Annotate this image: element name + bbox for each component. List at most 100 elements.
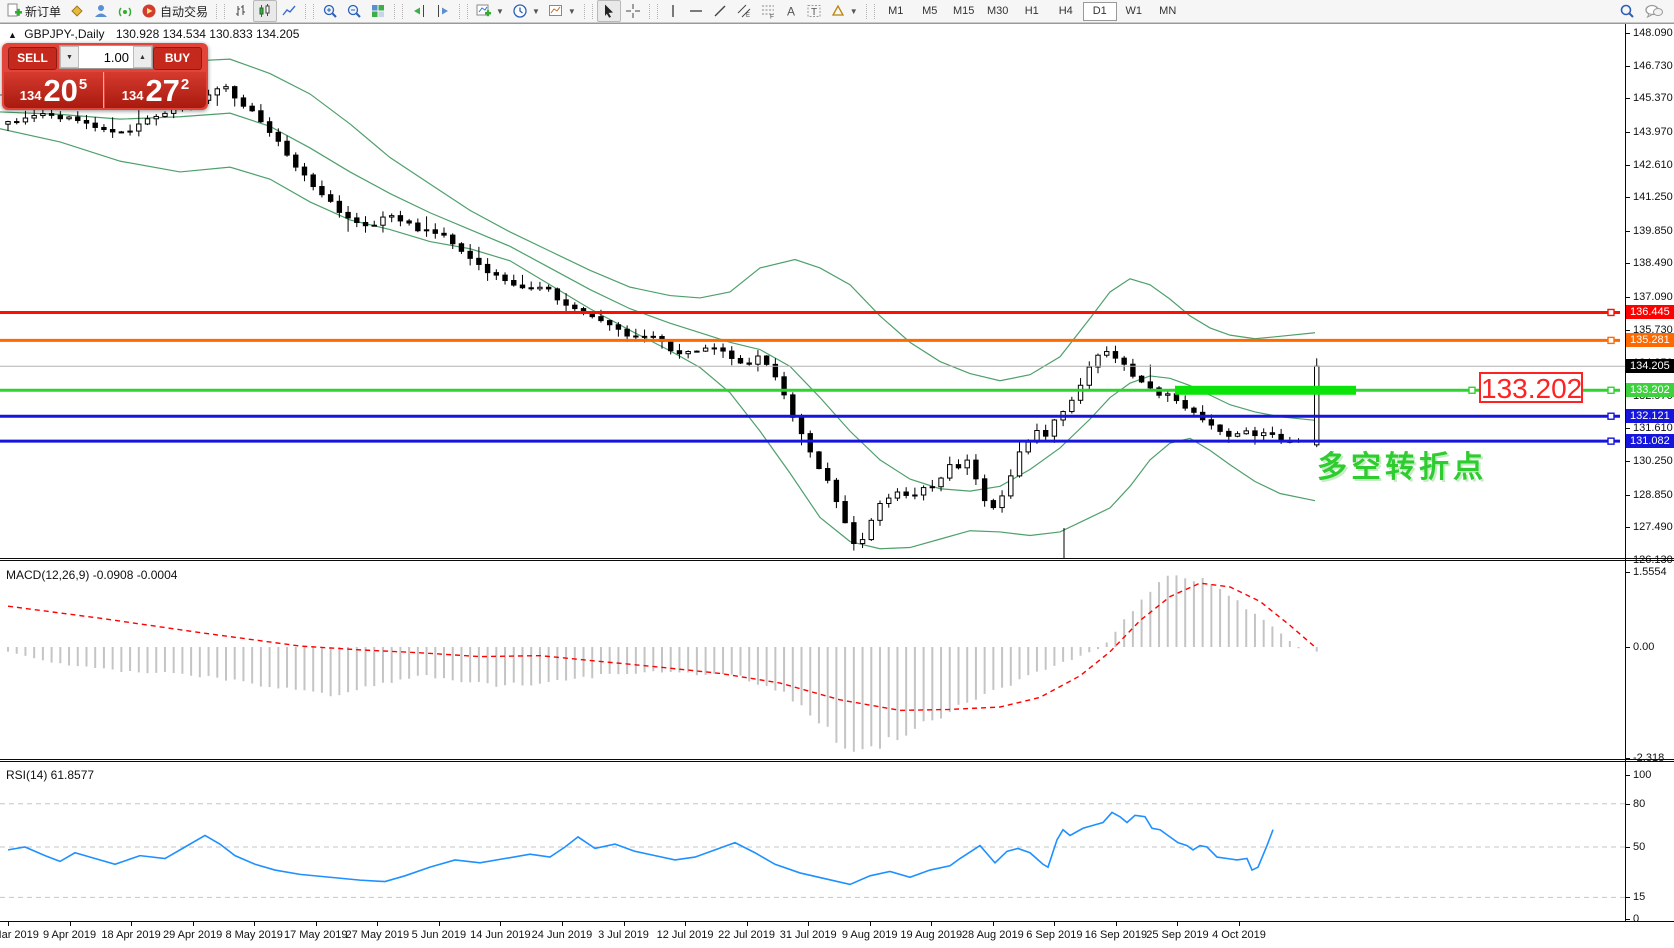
date-tick-mark (746, 922, 748, 926)
crosshair-button[interactable] (621, 0, 645, 22)
date-tick-label: 25 Sep 2019 (1146, 929, 1209, 941)
ask-pips: 27 (145, 73, 180, 108)
price-tick: 146.730 (1626, 59, 1674, 73)
macd-pane[interactable] (0, 562, 1626, 759)
date-tick-label: 6 Sep 2019 (1026, 929, 1083, 941)
timeframe-m5[interactable]: M5 (922, 5, 938, 17)
pane-separator[interactable] (0, 558, 1674, 561)
rsi-tick: 50 (1626, 840, 1674, 854)
rsi-tick: 100 (1626, 768, 1674, 782)
signals-button[interactable] (113, 0, 137, 22)
fibonacci-button[interactable]: F (756, 0, 780, 22)
line-chart-button[interactable] (277, 0, 301, 22)
buy-button[interactable]: BUY (153, 47, 202, 70)
bid-point: 5 (78, 76, 88, 93)
timeframe-d1[interactable]: D1 (1082, 1, 1117, 21)
timeframe-m15[interactable]: M15 (953, 5, 975, 17)
toolbar-grip (305, 3, 315, 19)
profile-icon (95, 5, 108, 17)
zoom-out-button[interactable] (342, 0, 366, 22)
search-button[interactable] (1614, 0, 1640, 22)
turning-point-note[interactable]: 多空转折点 (1317, 451, 1487, 484)
chart-border (0, 23, 1674, 24)
price-level-badge[interactable]: 133.202 (1626, 383, 1674, 398)
indicators-button[interactable]: ▼ (472, 0, 508, 22)
arrows-button[interactable]: ▼ (826, 0, 862, 22)
collapse-icon[interactable]: ▲ (8, 30, 17, 40)
text-label-button[interactable]: T (802, 0, 826, 22)
templates-button[interactable]: ▼ (544, 0, 580, 22)
zoom-in-button[interactable] (318, 0, 342, 22)
macd-tick: 1.5554 (1626, 565, 1674, 579)
ask-price-button[interactable]: 134 27 2 (105, 72, 206, 108)
horizontal-line-button[interactable] (684, 0, 708, 22)
line-endpoint-marker[interactable] (1607, 437, 1615, 445)
chart-shift-icon (414, 5, 425, 17)
pane-separator[interactable] (0, 759, 1674, 762)
candlestick-button[interactable] (253, 0, 278, 22)
price-tick: 127.490 (1626, 520, 1674, 534)
date-tick-mark (500, 922, 502, 926)
clock-icon (513, 4, 527, 18)
auto-scroll-button[interactable] (431, 0, 455, 22)
trendline-button[interactable] (708, 0, 732, 22)
line-chart-icon (282, 5, 296, 16)
price-tick: 126.130 (1626, 553, 1674, 567)
price-tick: 148.090 (1626, 26, 1674, 40)
text-button[interactable]: A (780, 0, 802, 22)
chat-button[interactable] (1640, 0, 1668, 22)
timeframe-w1[interactable]: W1 (1125, 5, 1142, 17)
periods-button[interactable]: ▼ (508, 0, 544, 22)
autotrading-button[interactable]: 自动交易 (137, 0, 212, 22)
price-level-badge[interactable]: 131.082 (1626, 434, 1674, 449)
toolbar-grip (459, 3, 469, 19)
rsi-pane[interactable] (0, 763, 1626, 921)
bid-price-button[interactable]: 134 20 5 (4, 72, 104, 108)
styler-button[interactable] (65, 0, 89, 22)
volume-input[interactable] (79, 46, 133, 68)
hline-highlight[interactable] (1175, 385, 1356, 395)
timeframe-mn[interactable]: MN (1159, 5, 1177, 17)
price-tick: 141.250 (1626, 190, 1674, 204)
bar-chart-button[interactable] (229, 0, 253, 22)
timeframe-m1[interactable]: M1 (888, 5, 904, 17)
timeframe-m30[interactable]: M30 (987, 5, 1009, 17)
date-tick-label: 31 Jul 2019 (779, 929, 837, 941)
date-tick-mark (685, 922, 687, 926)
main-chart-pane[interactable] (0, 24, 1626, 558)
svg-text:E: E (746, 13, 750, 19)
date-tick-label: 28 Aug 2019 (961, 929, 1024, 941)
tile-windows-button[interactable] (366, 0, 390, 22)
volume-down-button[interactable]: ▼ (60, 46, 79, 68)
price-level-badge[interactable]: 132.121 (1626, 409, 1674, 424)
chart-shift-button[interactable] (407, 0, 431, 22)
line-endpoint-marker[interactable] (1607, 336, 1615, 345)
profile-button[interactable] (89, 0, 113, 22)
line-endpoint-marker[interactable] (1607, 308, 1615, 317)
price-level-badge[interactable]: 135.281 (1626, 333, 1674, 348)
sell-button[interactable]: SELL (8, 47, 57, 70)
new-order-label: 新订单 (25, 4, 62, 19)
volume-up-button[interactable]: ▲ (133, 46, 152, 68)
line-endpoint-marker[interactable] (1468, 386, 1476, 394)
template-icon (548, 5, 562, 16)
line-endpoint-marker[interactable] (1607, 386, 1615, 394)
ask-big-figure: 134 (121, 88, 144, 103)
channel-icon: E (737, 4, 751, 19)
bollinger-lower (0, 128, 1316, 550)
bid-big-figure: 134 (19, 88, 42, 103)
price-callout-label[interactable]: 133.202 (1479, 372, 1583, 404)
price-tick: 135.730 (1626, 323, 1674, 337)
timeframe-h4[interactable]: H4 (1058, 5, 1073, 17)
price-level-badge[interactable]: 136.445 (1626, 305, 1674, 320)
timeframe-h1[interactable]: H1 (1024, 5, 1039, 17)
channel-button[interactable]: E (732, 0, 756, 22)
autotrading-label: 自动交易 (160, 4, 209, 19)
new-order-button[interactable]: 新订单 (2, 0, 65, 22)
vertical-line-button[interactable] (662, 0, 684, 22)
line-endpoint-marker[interactable] (1607, 412, 1615, 420)
symbol-period-label: GBPJPY-,Daily (24, 27, 105, 41)
macd-tick: -2.318 (1626, 751, 1674, 765)
cursor-button[interactable] (596, 0, 621, 22)
